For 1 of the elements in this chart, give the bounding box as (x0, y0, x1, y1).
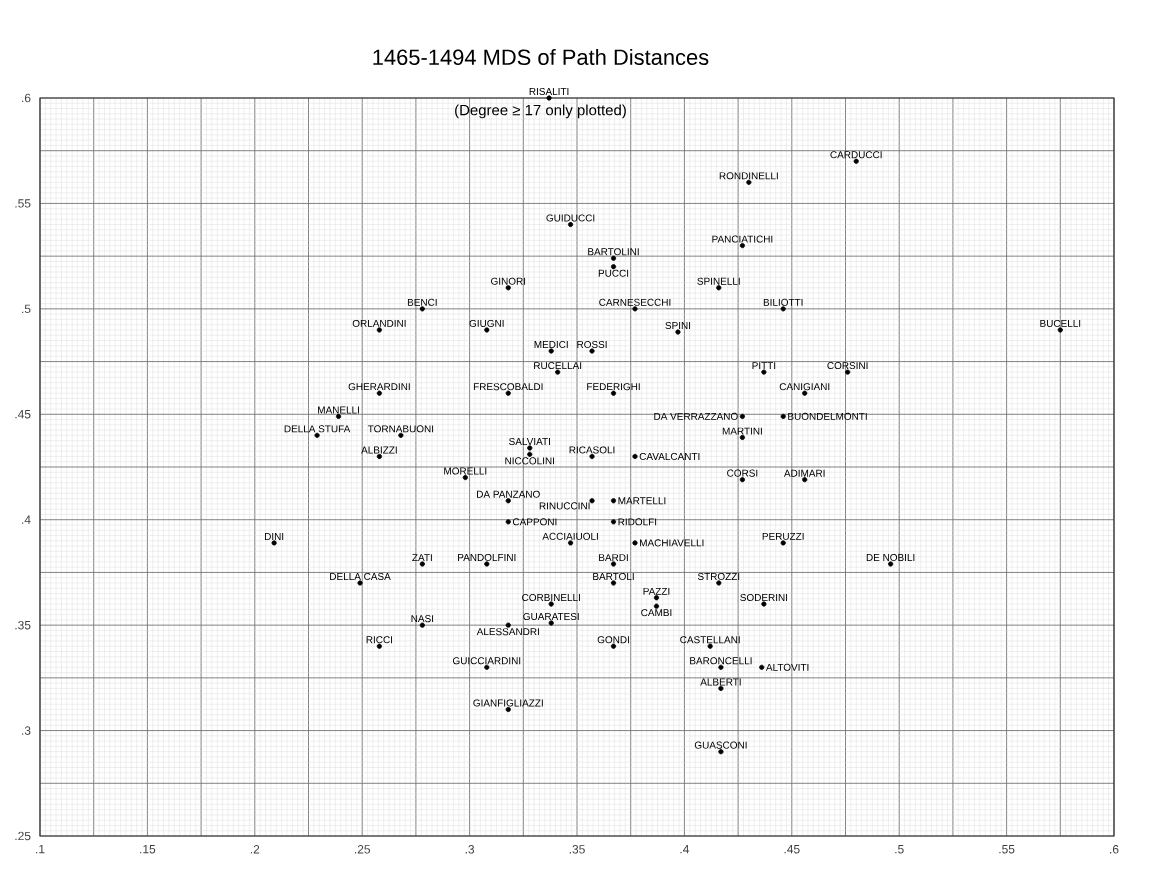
chart-title: 1465-1494 MDS of Path Distances (373, 48, 709, 66)
